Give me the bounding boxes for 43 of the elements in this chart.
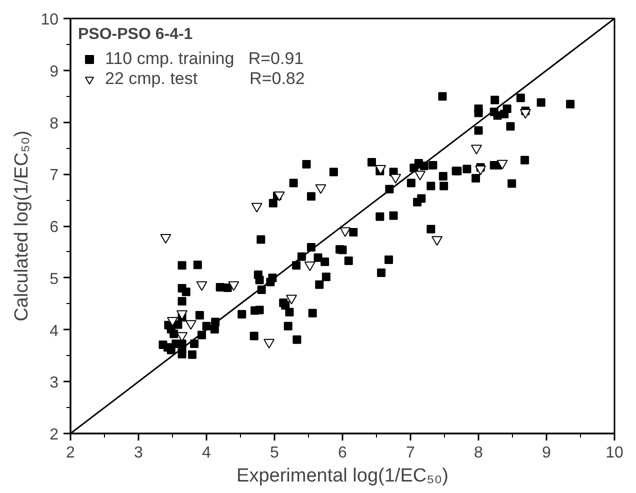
y-tick-label: 9 (50, 63, 59, 80)
point (432, 236, 443, 246)
y-tick-label: 4 (50, 322, 59, 340)
x-tick-label: 5 (270, 444, 280, 462)
y-tick-label: 3 (50, 374, 59, 392)
point (176, 332, 188, 342)
point (315, 184, 326, 194)
y-tick-label: 6 (50, 219, 59, 236)
point (185, 320, 196, 330)
point (274, 191, 285, 202)
legend-label: 110 cmp. training R=0.91 (105, 49, 304, 69)
x-tick-label: 4 (202, 444, 212, 462)
point (286, 294, 297, 304)
legend-title: PSO-PSO 6-4-1 (78, 26, 194, 44)
x-tick-label: 2 (66, 444, 76, 462)
x-tick-label: 6 (338, 444, 348, 462)
y-tick-label: 8 (50, 115, 59, 132)
point (160, 234, 172, 244)
x-tick-label: 7 (406, 444, 416, 462)
x-tick-label: 8 (474, 444, 484, 462)
legend-label: 22 cmp. test R=0.82 (105, 69, 305, 89)
y-tick-label: 2 (50, 426, 59, 444)
y-tick-label: 10 (40, 12, 59, 28)
point (520, 109, 531, 119)
x-axis-title: Experimental log(1/EC₅₀) (236, 466, 448, 486)
point (390, 174, 402, 184)
point (251, 202, 262, 213)
x-tick-label: 9 (542, 444, 552, 462)
point (470, 144, 482, 154)
point (264, 338, 275, 348)
point (414, 170, 426, 180)
x-tick-label: 3 (134, 444, 144, 462)
point (228, 281, 240, 291)
x-tick-label: 10 (606, 444, 624, 462)
y-axis-title: Calculated log(1/EC₅₀) (12, 130, 33, 322)
point (340, 227, 351, 237)
point (304, 262, 316, 272)
point (176, 310, 188, 320)
y-tick-label: 7 (50, 167, 59, 184)
point (475, 166, 486, 176)
point (496, 160, 508, 170)
y-tick-label: 5 (50, 270, 59, 288)
point (196, 281, 208, 291)
